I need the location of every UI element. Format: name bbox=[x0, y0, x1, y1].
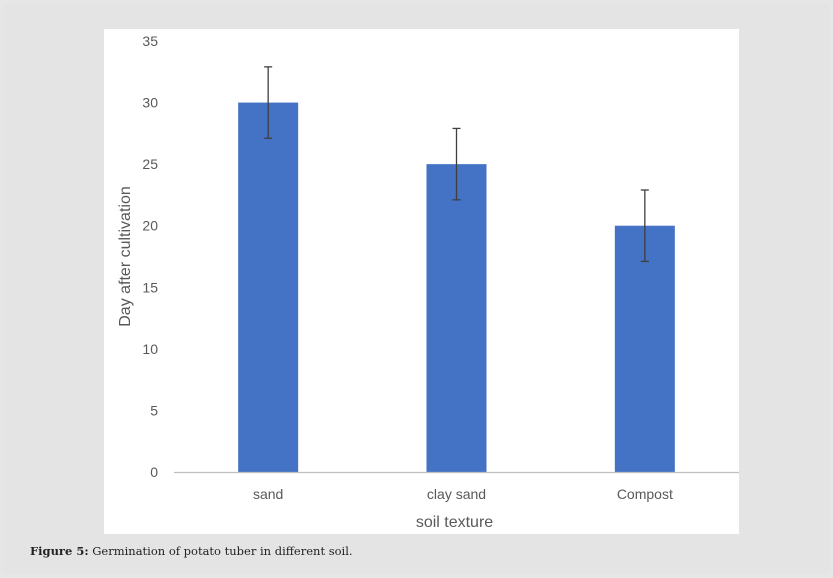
x-axis-label: soil texture bbox=[416, 514, 493, 531]
y-tick-label: 25 bbox=[142, 156, 158, 172]
x-tick-label: Compost bbox=[617, 486, 673, 502]
figure-frame: 0 5 10 15 20 25 30 35 sand clay sand Compost Day … bbox=[4, 4, 829, 574]
bars bbox=[238, 102, 675, 473]
y-tick-label: 0 bbox=[150, 464, 158, 480]
x-tick-label: sand bbox=[253, 486, 283, 502]
y-tick-label: 20 bbox=[142, 218, 158, 234]
y-tick-label: 15 bbox=[142, 279, 158, 295]
x-axis-ticks: sand clay sand Compost bbox=[253, 486, 673, 502]
figure-caption-label: Figure 5: bbox=[30, 544, 89, 558]
chart-area: 0 5 10 15 20 25 30 35 sand clay sand Compost Day … bbox=[104, 29, 739, 534]
bar bbox=[614, 225, 675, 472]
y-axis-label: Day after cultivation bbox=[117, 186, 134, 327]
bar bbox=[426, 164, 487, 472]
error-bars bbox=[264, 66, 649, 263]
y-tick-label: 30 bbox=[142, 95, 158, 111]
x-tick-label: clay sand bbox=[427, 486, 486, 502]
y-tick-label: 5 bbox=[150, 402, 158, 418]
y-tick-label: 35 bbox=[142, 33, 158, 49]
bar-chart: 0 5 10 15 20 25 30 35 sand clay sand Compost Day … bbox=[117, 33, 739, 531]
bar bbox=[238, 102, 299, 473]
figure-caption-text: Germination of potato tuber in different… bbox=[88, 544, 353, 558]
y-tick-label: 10 bbox=[142, 341, 158, 357]
figure-caption: Figure 5: Germination of potato tuber in… bbox=[30, 544, 353, 558]
y-axis-ticks: 0 5 10 15 20 25 30 35 bbox=[142, 33, 158, 480]
